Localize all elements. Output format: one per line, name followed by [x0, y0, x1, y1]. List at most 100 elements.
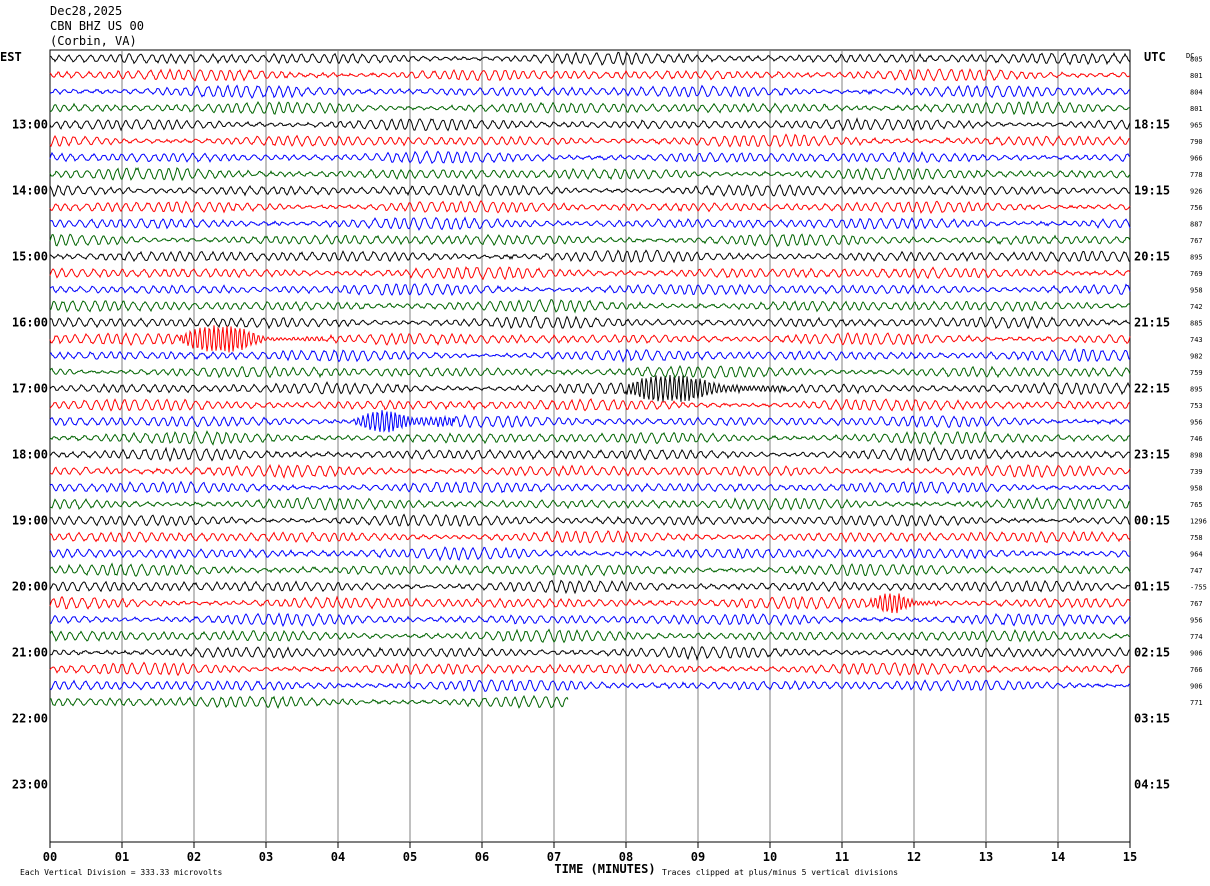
- seismic-trace: [49, 513, 1131, 528]
- est-hour-label: 16:00: [12, 316, 48, 330]
- seismic-trace: [49, 480, 1131, 495]
- row-dc-value: 956: [1190, 617, 1203, 625]
- row-dc-value: 778: [1190, 171, 1203, 179]
- seismic-trace: [49, 249, 1131, 264]
- row-dc-value: 790: [1190, 138, 1203, 146]
- row-dc-value: 801: [1190, 105, 1203, 113]
- x-tick-label: 15: [1123, 850, 1137, 864]
- x-tick-label: 09: [691, 850, 705, 864]
- seismic-trace: [49, 365, 1131, 380]
- row-dc-value: 758: [1190, 534, 1203, 542]
- row-dc-value: 895: [1190, 254, 1203, 262]
- row-dc-value: 958: [1190, 287, 1203, 295]
- vertical-division-note: Each Vertical Division = 333.33 microvol…: [20, 868, 222, 877]
- seismic-trace: [49, 645, 1131, 661]
- row-dc-value: 747: [1190, 567, 1203, 575]
- clipping-note: Traces clipped at plus/minus 5 vertical …: [662, 868, 898, 877]
- seismic-trace: [49, 348, 1131, 363]
- seismic-trace: [49, 117, 1131, 132]
- x-axis-title: TIME (MINUTES): [554, 862, 655, 876]
- seismic-trace: [49, 150, 1131, 165]
- utc-hour-label: 22:15: [1134, 382, 1170, 396]
- row-dc-value: 966: [1190, 155, 1203, 163]
- est-hour-label: 19:00: [12, 514, 48, 528]
- seismic-trace: [50, 216, 1131, 231]
- row-dc-value: 771: [1190, 699, 1203, 707]
- row-dc-value: 885: [1190, 320, 1203, 328]
- seismic-trace: [49, 266, 1131, 281]
- seismic-trace: [49, 200, 1131, 215]
- row-dc-value: 774: [1190, 633, 1203, 641]
- est-label: EST: [0, 50, 22, 64]
- seismic-trace: [49, 530, 1131, 544]
- seismic-trace: [50, 694, 569, 709]
- utc-hour-label: 23:15: [1134, 448, 1170, 462]
- row-dc-value: 746: [1190, 435, 1203, 443]
- station-location: (Corbin, VA): [50, 34, 137, 48]
- seismic-trace: [49, 579, 1131, 595]
- seismic-trace: [49, 233, 1131, 248]
- row-dc-value: 743: [1190, 336, 1203, 344]
- row-dc-value: 898: [1190, 452, 1203, 460]
- x-tick-label: 05: [403, 850, 417, 864]
- seismic-trace: [49, 325, 1131, 353]
- x-tick-label: 12: [907, 850, 921, 864]
- utc-label: UTC: [1144, 50, 1166, 64]
- seismic-trace: [49, 100, 1131, 116]
- utc-hour-label: 03:15: [1134, 712, 1170, 726]
- seismic-trace: [49, 398, 1131, 412]
- row-dc-value: 956: [1190, 419, 1203, 427]
- x-tick-label: 10: [763, 850, 777, 864]
- seismic-trace: [49, 374, 1131, 402]
- x-tick-label: 00: [43, 850, 57, 864]
- seismic-trace: [49, 612, 1131, 628]
- row-dc-value: 767: [1190, 237, 1203, 245]
- row-dc-value: 982: [1190, 353, 1203, 361]
- row-dc-value: 742: [1190, 303, 1203, 311]
- x-tick-label: 01: [115, 850, 129, 864]
- x-tick-label: 13: [979, 850, 993, 864]
- row-dc-value: 895: [1190, 386, 1203, 394]
- seismic-trace: [49, 562, 1131, 577]
- utc-hour-label: 02:15: [1134, 646, 1170, 660]
- station-id: CBN BHZ US 00: [50, 19, 144, 33]
- x-tick-label: 11: [835, 850, 849, 864]
- row-dc-value: 926: [1190, 188, 1203, 196]
- utc-hour-label: 21:15: [1134, 316, 1170, 330]
- utc-hour-label: 01:15: [1134, 580, 1170, 594]
- seismic-trace: [49, 166, 1131, 182]
- seismic-trace: [49, 430, 1131, 446]
- seismic-trace: [49, 315, 1131, 330]
- utc-hour-label: 20:15: [1134, 250, 1170, 264]
- seismic-trace: [49, 496, 1131, 511]
- row-dc-value: 765: [1190, 501, 1203, 509]
- x-tick-label: 02: [187, 850, 201, 864]
- est-hour-label: 15:00: [12, 250, 48, 264]
- seismic-trace: [49, 679, 1131, 693]
- row-dc-value: 801: [1190, 72, 1203, 80]
- seismic-trace: [49, 68, 1131, 82]
- row-dc-value: 887: [1190, 221, 1203, 229]
- seismic-trace: [49, 133, 1131, 148]
- seismic-trace: [49, 546, 1131, 562]
- row-dc-value: 958: [1190, 485, 1203, 493]
- row-dc-value: 756: [1190, 204, 1203, 212]
- row-dc-value: 906: [1190, 683, 1203, 691]
- seismic-trace: [49, 84, 1131, 99]
- row-dc-value: 906: [1190, 650, 1203, 658]
- row-dc-value: 1296: [1190, 518, 1207, 526]
- utc-hour-label: 00:15: [1134, 514, 1170, 528]
- utc-hour-label: 04:15: [1134, 778, 1170, 792]
- seismic-trace: [49, 628, 1131, 644]
- row-dc-value: 804: [1190, 89, 1203, 97]
- est-hour-label: 20:00: [12, 580, 48, 594]
- utc-hour-label: 19:15: [1134, 184, 1170, 198]
- row-dc-value: 759: [1190, 369, 1203, 377]
- est-hour-label: 17:00: [12, 382, 48, 396]
- row-dc-value: 766: [1190, 666, 1203, 674]
- row-dc-value: 753: [1190, 402, 1203, 410]
- x-tick-label: 03: [259, 850, 273, 864]
- seismic-trace: [49, 446, 1131, 463]
- row-dc-value: 739: [1190, 468, 1203, 476]
- x-tick-label: 14: [1051, 850, 1065, 864]
